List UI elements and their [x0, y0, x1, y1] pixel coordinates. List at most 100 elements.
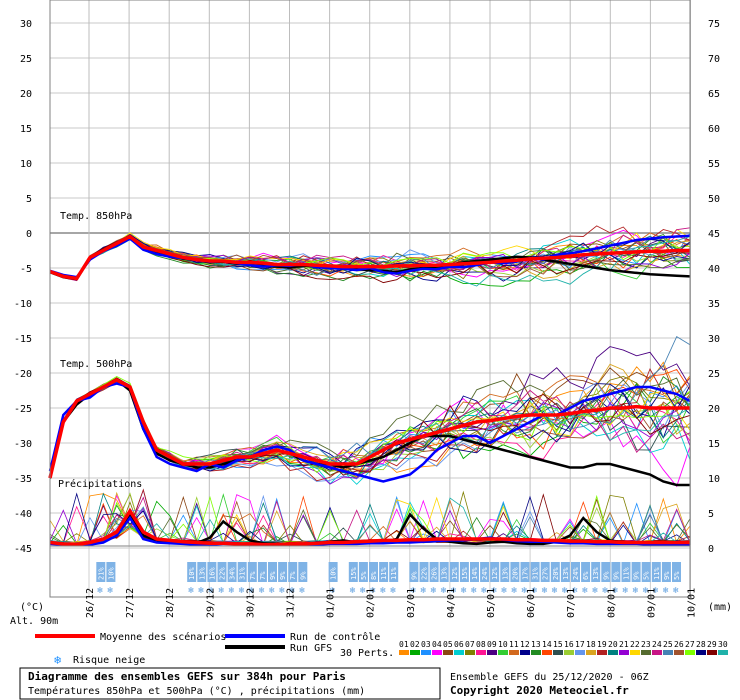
- left-tick-label: 5: [26, 194, 32, 205]
- snow-risk-pct: 22%: [421, 567, 429, 580]
- snow-risk-pct: 11%: [653, 567, 661, 580]
- snow-risk-pct: 9%: [602, 571, 610, 580]
- pert-number: 21: [619, 640, 629, 649]
- snow-risk-pct: 16%: [208, 567, 216, 580]
- pert-number: 12: [520, 640, 530, 649]
- snow-risk-bar: [389, 562, 399, 582]
- snowflake-icon: ❄: [198, 586, 204, 596]
- snowflake-icon: ❄: [107, 586, 113, 596]
- snow-risk-bar: [500, 562, 510, 582]
- pert-number: 02: [410, 640, 420, 649]
- mean-t500-line: [48, 378, 690, 479]
- snowflake-icon: ❄: [663, 586, 669, 596]
- main-lines: [48, 234, 691, 547]
- snowflake-icon: ❄: [572, 586, 578, 596]
- snow-risk-pct: 9%: [299, 571, 307, 580]
- pert-number: 11: [509, 640, 519, 649]
- left-tick-label: 30: [20, 19, 32, 30]
- right-tick-label: 60: [708, 124, 720, 135]
- pert-number: 23: [641, 640, 651, 649]
- pert-number: 09: [487, 640, 497, 649]
- left-tick-label: 0: [26, 229, 32, 240]
- snow-risk-pct: 31%: [532, 567, 540, 580]
- snowflake-icon: ❄: [552, 586, 558, 596]
- legend-gfs-label: Run GFS: [290, 643, 332, 654]
- right-tick-label: 20: [708, 404, 720, 415]
- pert-swatch: [718, 650, 728, 655]
- snow-risk-bar: [449, 562, 459, 582]
- snow-risk-bar: [409, 562, 419, 582]
- left-tick-label: -10: [14, 299, 32, 310]
- snow-risk-bar: [530, 562, 540, 582]
- snowflake-icon: ❄: [612, 586, 618, 596]
- snow-risk-bar: [197, 562, 207, 582]
- snow-risk-bar: [621, 562, 631, 582]
- snowflake-icon: ❄: [451, 586, 457, 596]
- chart-title: Diagramme des ensembles GEFS sur 384h po…: [28, 670, 346, 683]
- snow-risk-pct: 24%: [572, 567, 580, 580]
- right-tick-label: 75: [708, 19, 720, 30]
- snow-risk-pct: 8%: [370, 571, 378, 580]
- snow-risk-pct: 13%: [441, 567, 449, 580]
- snow-risk-pct: 24%: [481, 567, 489, 580]
- pert-number: 08: [476, 640, 486, 649]
- pert-number: 24: [652, 640, 662, 649]
- pert-number: 06: [454, 640, 464, 649]
- snow-risk-pct: 9%: [612, 571, 620, 580]
- right-tick-label: 30: [708, 334, 720, 345]
- left-tick-label: -20: [14, 369, 32, 380]
- snowflake-icon: ❄: [330, 586, 336, 596]
- snow-risk-pct: 11%: [380, 567, 388, 580]
- pert-swatch: [608, 650, 618, 655]
- pert-swatch: [663, 650, 673, 655]
- snow-risk-bar: [257, 562, 267, 582]
- snow-risk-pct: 20%: [552, 567, 560, 580]
- x-date-label: 27/12: [125, 588, 136, 618]
- snowflake-icon: ❄: [471, 586, 477, 596]
- pert-number: 07: [465, 640, 475, 649]
- pert-number: 10: [498, 640, 508, 649]
- pert-swatch: [575, 650, 585, 655]
- pert-number: 19: [597, 640, 607, 649]
- snow-risk-pct: 31%: [239, 567, 247, 580]
- snow-risk-bar: [571, 562, 580, 582]
- pert-swatch: [696, 650, 706, 655]
- left-tick-label: -35: [14, 474, 32, 485]
- snow-risk-bar: [328, 562, 338, 582]
- snowflake-icon: ❄: [542, 586, 548, 596]
- snowflake-icon: ❄: [562, 586, 568, 596]
- x-date-label: 26/12: [85, 588, 96, 618]
- pert-number: 17: [575, 640, 585, 649]
- snow-risk-bar: [227, 562, 237, 582]
- right-tick-label: 55: [708, 159, 720, 170]
- snow-risk-bar: [601, 562, 611, 582]
- snow-risk-bar: [550, 562, 560, 582]
- snow-risk-pct: 13%: [592, 567, 600, 580]
- snowflake-icon: ❄: [522, 586, 528, 596]
- pert-swatch: [619, 650, 629, 655]
- snow-risk-bar: [96, 562, 106, 582]
- pert-swatch: [674, 650, 684, 655]
- snow-risk-bar: [641, 562, 651, 582]
- pert-swatch: [454, 650, 464, 655]
- pert-swatch: [465, 650, 475, 655]
- snow-risk-bar: [419, 562, 429, 582]
- snow-risk-pct: 13%: [198, 567, 206, 580]
- pert-swatch: [597, 650, 607, 655]
- snowflake-icon: ❄: [219, 586, 225, 596]
- run-info: Ensemble GEFS du 25/12/2020 - 06Z: [450, 672, 649, 683]
- right-tick-label: 5: [708, 509, 714, 520]
- snow-risk-bar: [288, 562, 298, 582]
- right-tick-label: 10: [708, 474, 720, 485]
- pert-swatch: [421, 650, 431, 655]
- snow-risk-pct: 11%: [390, 567, 398, 580]
- pert-swatch: [443, 650, 453, 655]
- snowflake-icon: ❄: [279, 586, 285, 596]
- pert-swatch: [531, 650, 541, 655]
- t850-label: Temp. 850hPa: [60, 211, 132, 222]
- copyright: Copyright 2020 Meteociel.fr: [450, 684, 629, 697]
- x-date-label: 05/01: [486, 588, 497, 618]
- title-box: [19, 667, 441, 700]
- snow-risk-row: 21%❄10%❄10%❄13%❄16%❄22%❄34%❄31%❄7%❄7%❄9%…: [96, 562, 681, 596]
